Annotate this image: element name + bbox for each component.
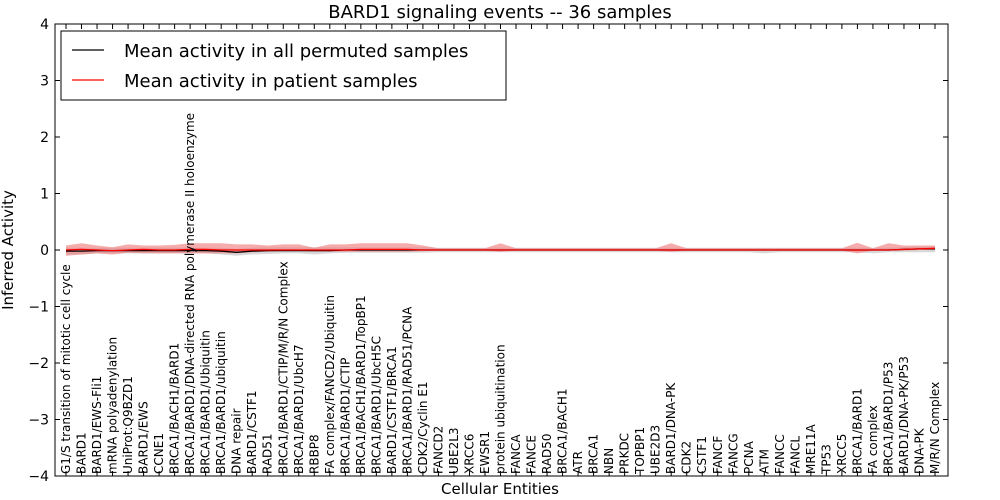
plot-frame	[54, 23, 949, 477]
x-tick-label: BARD1/EWS-Fli1	[90, 376, 104, 474]
legend-label-permuted: Mean activity in all permuted samples	[124, 41, 468, 62]
x-tick-label: BRCA1/BARD1/UbcH5C	[369, 336, 383, 474]
x-tick-label: FANCL	[788, 436, 802, 474]
x-tick-label: UniProt:Q9BZD1	[121, 376, 135, 474]
x-tick-label: BRCA1/BARD1/CTIP	[338, 358, 352, 474]
legend-label-patient: Mean activity in patient samples	[124, 71, 418, 92]
x-tick-label: CDK2	[680, 441, 694, 474]
x-tick-label: protein ubiquitination	[494, 344, 508, 474]
x-tick-label: NBN	[602, 448, 616, 474]
x-tick-label: FANCE	[525, 435, 539, 474]
y-tick-label: 0	[40, 243, 49, 259]
x-tick-label: FANCG	[726, 433, 740, 474]
x-tick-label: RBBP8	[307, 434, 321, 474]
x-tick-label: BRCA1/BARD1/Ubiquitin	[199, 330, 213, 474]
x-tick-label: FA complex	[866, 405, 880, 474]
patient-mean-line	[65, 247, 936, 252]
x-tick-label: BRCA1/BACH1/BARD1/TopBP1	[354, 295, 368, 474]
x-tick-label: BRCA1/BARD1/CTIP/M/R/N Complex	[276, 261, 290, 474]
legend-box	[60, 30, 507, 101]
x-tick-label: BRCA1/BARD1/DNA-directed RNA polymerase …	[183, 113, 197, 474]
y-tick-label: 1	[40, 187, 49, 203]
x-tick-label: ATR	[571, 451, 585, 474]
x-tick-label: BARD1/DNA-PK/P53	[897, 356, 911, 474]
x-tick-label: BRCA1/BACH1/BARD1	[168, 343, 182, 474]
y-axis-label: Inferred Activity	[0, 190, 17, 310]
x-tick-label: UBE2D3	[649, 425, 663, 474]
x-tick-label: mRNA polyadenylation	[106, 337, 120, 474]
x-tick-label: MRE11A	[804, 423, 818, 474]
x-tick-label: FA complex/FANCD2/Ubiquitin	[323, 295, 337, 474]
chart-title: BARD1 signaling events -- 36 samples	[328, 2, 672, 23]
x-tick-label: BRCA1/BARD1/RAD51/PCNA	[400, 306, 414, 474]
x-tick-label: BARD1/EWS	[137, 401, 151, 474]
y-tick-label: −1	[28, 300, 49, 316]
x-tick-label: BARD1/CSTF1/BRCA1	[385, 346, 399, 474]
x-axis: G1/S transition of mitotic cell cycle BAR…	[59, 24, 942, 476]
x-tick-label: BRCA1/BACH1	[556, 388, 570, 474]
x-tick-label: XRCC5	[835, 434, 849, 474]
x-tick-label: CCNE1	[152, 433, 166, 474]
x-tick-label: CDK2/Cyclin E1	[416, 381, 430, 474]
x-tick-label: CSTF1	[695, 436, 709, 474]
x-tick-label: PCNA	[742, 440, 756, 474]
x-axis-label: Cellular Entities	[441, 480, 559, 498]
y-tick-label: −2	[28, 356, 49, 372]
x-tick-label: BARD1/DNA-PK	[664, 382, 678, 474]
x-tick-label: BARD1/CSTF1	[245, 390, 259, 474]
x-tick-label: RAD51	[261, 433, 275, 474]
x-tick-label: TP53	[819, 444, 833, 475]
x-tick-label: FANCF	[711, 436, 725, 474]
x-tick-label: BRCA1/BARD1	[850, 388, 864, 474]
x-tick-label: FANCA	[509, 434, 523, 474]
x-tick-label: BRCA1	[587, 434, 601, 474]
y-tick-label: −3	[28, 413, 49, 429]
x-tick-label: ATM	[757, 449, 771, 474]
y-tick-label: 3	[40, 74, 49, 90]
x-tick-label: RAD50	[540, 433, 554, 474]
y-axis: 4 3 2 1 0 −1 −2 −3 −4	[28, 17, 948, 485]
x-tick-label: FANCD2	[431, 426, 445, 474]
series-lines	[65, 247, 936, 253]
legend: Mean activity in all permuted samples Me…	[60, 30, 507, 101]
x-tick-label: BRCA1/BARD1/UbcH7	[292, 344, 306, 474]
y-tick-label: 2	[40, 130, 49, 146]
x-tick-label: PRKDC	[618, 433, 632, 474]
x-tick-label: G1/S transition of mitotic cell cycle	[59, 264, 73, 474]
x-tick-label: EWSR1	[478, 431, 492, 474]
x-tick-label: UBE2L3	[447, 427, 461, 474]
x-tick-label: DNA-PK	[913, 427, 927, 474]
x-tick-label: TOPBP1	[633, 427, 647, 475]
x-tick-label: DNA repair	[230, 408, 244, 474]
x-tick-label: FANCC	[773, 434, 787, 474]
confidence-bands	[66, 242, 935, 256]
patient-band	[66, 242, 935, 256]
x-tick-label: M/R/N Complex	[928, 382, 942, 474]
x-tick-label: BARD1	[75, 432, 89, 474]
x-tick-label: BRCA1/BARD1/ubiquitin	[214, 331, 228, 474]
x-tick-label: XRCC6	[463, 434, 477, 474]
y-tick-label: −4	[28, 469, 49, 485]
x-tick-label: BRCA1/BARD1/P53	[881, 362, 895, 474]
y-tick-label: 4	[40, 17, 49, 33]
